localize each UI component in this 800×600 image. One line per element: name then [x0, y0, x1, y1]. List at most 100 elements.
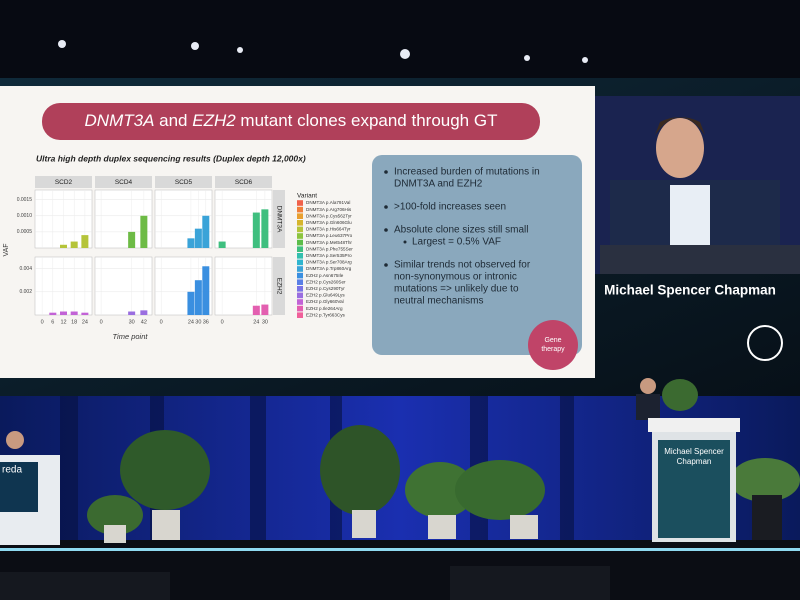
bar [202, 215, 210, 248]
speaker-face [656, 118, 704, 178]
legend-title: Variant [297, 193, 317, 200]
legend-swatch [297, 299, 303, 305]
legend-swatch [297, 312, 303, 318]
facet-strip [273, 257, 285, 315]
speaker-body [636, 394, 660, 420]
slide-title: DNMT3A and EZH2 mutant clones expand thr… [85, 111, 498, 130]
x-axis-label: Time point [113, 332, 149, 341]
facet-label: SCD6 [235, 179, 253, 186]
y-tick-label: 0.0015 [17, 197, 33, 203]
title-part: DNMT3A [85, 111, 155, 130]
x-tick-label: 24 [253, 319, 259, 325]
legend-swatch [297, 200, 303, 206]
x-tick-label: 6 [51, 319, 54, 325]
bar [128, 311, 136, 315]
legend-swatch [297, 279, 303, 285]
logo [747, 325, 783, 361]
title-part: EZH2 [192, 111, 236, 130]
legend-label: EZH2 p.Ile264Arg [306, 306, 343, 311]
legend-label: EZH2 p.Asn675Ile [306, 273, 344, 278]
legend-label: EZH2 p.Glu649Lys [306, 293, 345, 298]
legend-label: DNMT3A p.Ser535Pro [306, 253, 352, 258]
y-tick-label: 0.0005 [17, 229, 33, 235]
left-lectern-screen [0, 462, 38, 512]
x-tick-label: 30 [262, 319, 268, 325]
legend-swatch [297, 272, 303, 279]
legend-label: EZH2 p.Gly660Val [306, 299, 344, 304]
facet-header [155, 176, 212, 188]
bar [187, 291, 195, 315]
x-tick-label: 0 [100, 319, 103, 325]
bullet-text: non-synonymous or intronic [394, 272, 517, 283]
bar [140, 215, 148, 248]
bar [252, 212, 260, 248]
bar [194, 280, 202, 315]
facet-label: SCD5 [175, 179, 193, 186]
bar [60, 244, 67, 248]
panel [94, 256, 153, 316]
y-axis-label: VAF [3, 243, 10, 256]
legend-label: DNMT3A p.Gln606Glu [306, 220, 352, 225]
monitor [450, 566, 610, 600]
bar [81, 235, 89, 248]
speaker-hair [655, 117, 705, 135]
bullet-text: Absolute clone sizes still small [394, 225, 529, 236]
legend-label: DNMT3A p.Ala791Val [306, 200, 350, 205]
x-tick-label: 36 [203, 319, 209, 325]
x-tick-label: 24 [188, 319, 194, 325]
bar [81, 312, 89, 315]
bullet-dot [384, 263, 388, 267]
bar [187, 238, 195, 248]
x-tick-label: 12 [60, 319, 66, 325]
podium-top [648, 418, 740, 432]
bar [70, 241, 78, 248]
legend-swatch [297, 239, 303, 246]
legend-swatch [297, 266, 303, 272]
video-lectern [600, 245, 800, 274]
x-tick-label: 0 [41, 319, 44, 325]
bullet-text: DNMT3A and EZH2 [394, 179, 483, 190]
facet-label: DNMT3A [275, 206, 282, 233]
bullet-text: neutral mechanisms [394, 296, 483, 307]
bar [261, 209, 269, 248]
x-tick-label: 30 [195, 319, 201, 325]
facet-label: SCD2 [55, 179, 73, 186]
legend-swatch [297, 246, 303, 252]
facet-label: EZH2 [275, 278, 282, 295]
bullet-dot [384, 205, 388, 209]
monitor [0, 572, 170, 600]
bullet-dot [403, 240, 407, 244]
speaker-shirt [670, 185, 710, 250]
chart: SCD2 SCD4 SCD5 SCD6 DNMT3A 0.0005 0.0010 0.0015… [3, 176, 353, 341]
podium-screen [658, 440, 730, 538]
legend-swatch [297, 206, 303, 213]
bar [49, 312, 57, 315]
speaker-name: Michael Spencer Chapman [604, 283, 776, 298]
bullet-dot [384, 228, 388, 232]
badge-text: therapy [541, 346, 565, 353]
bullet-text: Largest = 0.5% VAF [412, 237, 501, 248]
x-tick-label: 30 [129, 319, 135, 325]
bar [194, 228, 202, 248]
bar [202, 266, 210, 315]
y-tick-label: 0.004 [19, 266, 32, 272]
title-part: and [154, 111, 192, 130]
ceiling-lights [58, 40, 588, 63]
person [6, 431, 24, 449]
facet-header [35, 176, 92, 188]
bullet-text: Similar trends not observed for [394, 260, 531, 271]
badge [528, 320, 578, 370]
legend-swatch [297, 213, 303, 219]
bar [60, 311, 67, 315]
facet-label: SCD4 [115, 179, 133, 186]
bar [128, 231, 136, 248]
legend-label: DNMT3A p.Arg706His [306, 207, 352, 212]
podium-name: Michael Spencer [664, 447, 724, 456]
y-tick-label: 0.0010 [17, 213, 33, 219]
legend-label: DNMT3A p.His664Tyr [306, 227, 351, 232]
legend-label: EZH2 p.Cys290Tyr [306, 286, 345, 291]
title-pill [42, 103, 540, 140]
plants [87, 379, 800, 543]
legend-swatch [297, 292, 303, 299]
